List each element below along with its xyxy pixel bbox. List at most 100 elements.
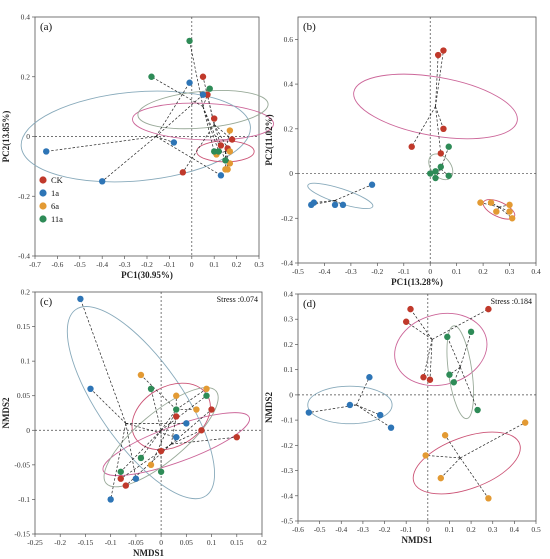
- point-6a: [509, 215, 516, 222]
- ellipse-CK: [102, 412, 250, 477]
- y-tick-label: -0.15: [14, 530, 30, 539]
- spider-line-11a: [189, 40, 204, 107]
- point-CK: [122, 482, 129, 489]
- spider-line-1a: [334, 200, 344, 206]
- spider-line-6a: [176, 388, 207, 410]
- y-tick-label: 0: [26, 426, 30, 435]
- point-6a: [437, 474, 444, 482]
- point-1a: [387, 424, 395, 431]
- spider-line-1a: [46, 136, 157, 152]
- y-tick-label: 0.2: [21, 72, 31, 81]
- y-tick-label: 0: [26, 132, 30, 141]
- spider-line-CK: [182, 124, 215, 173]
- spider-line-1a: [313, 200, 336, 203]
- ellipse-11a: [137, 90, 269, 130]
- point-11a: [215, 148, 222, 155]
- x-tick-label: -0.2: [141, 260, 153, 269]
- point-6a: [224, 166, 231, 173]
- panel-c: -0.25 -0.2 -0.15 -0.1 -0.05 0 0.05 0.1 0.15 0.2 -0…: [1, 288, 267, 559]
- spider-line-1a: [90, 388, 127, 424]
- spider-line-11a: [120, 430, 162, 473]
- point-1a: [77, 295, 84, 303]
- y-tick-label: 0.1: [21, 357, 31, 366]
- x-tick-label: 0: [159, 538, 163, 547]
- point-11a: [117, 468, 124, 475]
- point-1a: [170, 139, 178, 146]
- spider-line-CK: [170, 416, 177, 445]
- x-tick-label: -0.25: [27, 538, 43, 547]
- x-tick-label: 0.3: [505, 267, 515, 276]
- spider-line-6a: [425, 455, 461, 459]
- spider-line-1a: [356, 404, 381, 416]
- point-CK: [434, 51, 442, 59]
- spider-line-1a: [155, 136, 174, 143]
- y-tick-label: 0: [289, 169, 293, 178]
- spider-line-11a: [140, 430, 162, 459]
- panel-label: (a): [40, 21, 53, 33]
- plot-frame: [34, 291, 263, 535]
- point-11a: [427, 170, 434, 177]
- spider-line-CK: [410, 308, 433, 340]
- point-6a: [203, 385, 210, 392]
- stress-label: Stress :0.184: [491, 297, 532, 306]
- point-CK: [217, 142, 225, 149]
- x-tick-label: -0.2: [371, 267, 383, 276]
- x-tick-label: -0.5: [314, 525, 326, 534]
- point-6a: [137, 371, 145, 379]
- point-11a: [432, 174, 439, 182]
- x-tick-label: 0.2: [478, 267, 488, 276]
- x-tick-label: 0.2: [232, 260, 242, 269]
- spider-line-6a: [150, 409, 177, 466]
- spider-line-11a: [202, 106, 220, 152]
- spider-line-CK: [171, 429, 202, 445]
- spider-line-6a: [440, 457, 461, 479]
- point-1a: [331, 201, 339, 209]
- spider-line-11a: [446, 336, 461, 368]
- point-1a: [107, 496, 114, 503]
- x-axis-label: NMDS1: [402, 535, 433, 545]
- x-tick-label: 0.2: [466, 525, 476, 534]
- point-11a: [147, 385, 155, 392]
- point-CK: [204, 91, 211, 98]
- point-1a: [173, 434, 180, 441]
- x-tick-label: -0.1: [398, 267, 410, 276]
- spider-line-1a: [125, 423, 177, 438]
- y-tick-label: -0.2: [281, 214, 293, 223]
- spider-line-6a: [459, 457, 489, 499]
- spider-line-CK: [202, 76, 215, 125]
- point-1a: [183, 420, 190, 427]
- ellipse-1a: [307, 182, 374, 210]
- point-CK: [228, 136, 236, 143]
- point-CK: [199, 73, 207, 80]
- point-1a: [368, 181, 376, 188]
- point-6a: [226, 127, 234, 134]
- point-11a: [445, 172, 452, 179]
- spider-line-CK: [431, 308, 489, 340]
- legend-label-CK: CK: [51, 175, 64, 185]
- x-tick-label: -0.1: [105, 538, 117, 547]
- point-11a: [444, 333, 451, 341]
- point-1a: [217, 172, 225, 179]
- y-tick-label: 0.2: [284, 340, 294, 349]
- x-tick-label: 0: [426, 525, 430, 534]
- point-CK: [440, 125, 447, 133]
- point-6a: [226, 148, 234, 155]
- y-tick-label: -0.2: [281, 441, 293, 450]
- point-6a: [485, 495, 492, 502]
- point-11a: [446, 371, 453, 378]
- point-11a: [467, 328, 475, 336]
- point-1a: [43, 148, 50, 155]
- spider-line-1a: [125, 423, 137, 479]
- point-11a: [157, 468, 165, 475]
- legend-marker-11a: [39, 215, 47, 223]
- spider-line-CK: [213, 124, 228, 149]
- point-CK: [173, 413, 180, 420]
- ellipse-1a: [307, 385, 393, 425]
- x-tick-label: -0.3: [119, 260, 131, 269]
- spider-line-1a: [110, 423, 127, 500]
- point-11a: [148, 73, 155, 80]
- spider-line-6a: [225, 130, 231, 152]
- x-tick-label: -0.5: [292, 267, 304, 276]
- panel-a: -0.7 -0.6 -0.5 -0.4 -0.3 -0.2 -0.1 0 0.1 0.2 0.3 -0…: [1, 13, 274, 280]
